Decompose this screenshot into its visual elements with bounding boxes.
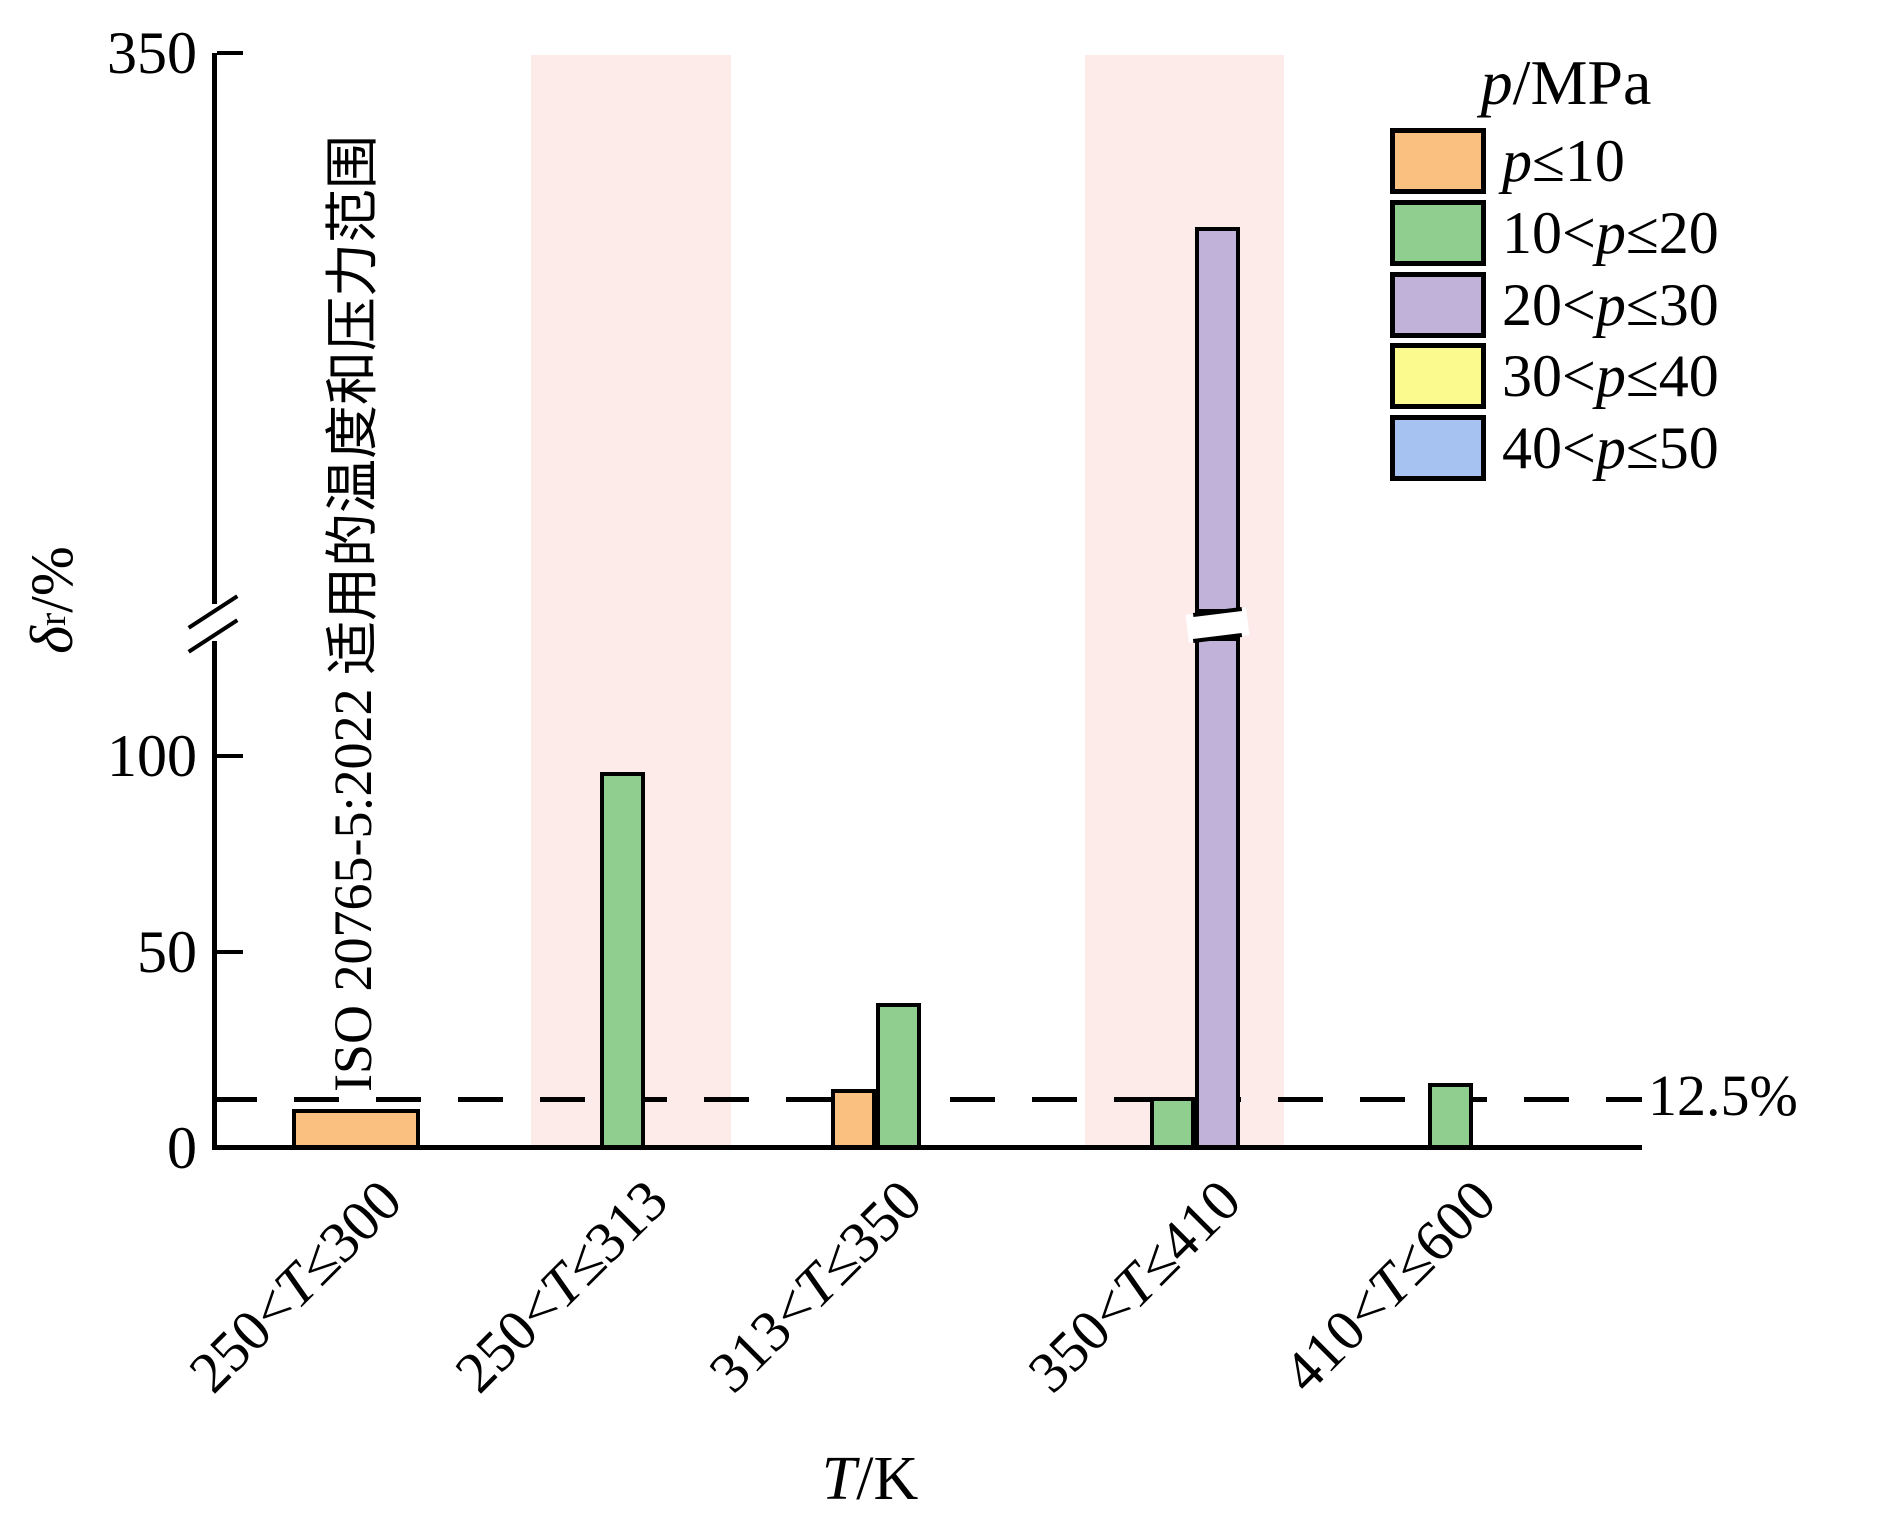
x-axis-title: T/K: [815, 1448, 925, 1510]
iso-range-annotation: ISO 20765-5:2022 适用的温度和压力范围: [323, 135, 383, 1092]
y-tick-label-350: 350: [107, 20, 197, 86]
bar-250<T≤313-10<p≤20: [600, 772, 645, 1149]
legend-label-p≤10: p≤10: [1502, 128, 1625, 194]
legend-title: p/MPa: [1416, 47, 1716, 119]
y-axis-spine-upper: [212, 53, 217, 604]
bar-313<T≤350-p≤10: [831, 1089, 876, 1149]
bar-350<T≤410-20<p≤30-lower-segment: [1195, 637, 1240, 1149]
x-tick-label-5: 410<T≤600: [1270, 1167, 1509, 1405]
y-tick-350: [217, 51, 243, 55]
highlight-band-category-4: [1085, 55, 1284, 1148]
y-axis-title-symbol: δ: [19, 625, 85, 654]
x-axis-spine: [212, 1145, 1642, 1150]
x-tick-label-3: 313<T≤350: [696, 1167, 935, 1405]
x-tick-label-1: 250<T≤300: [176, 1167, 415, 1405]
bar-250<T≤300-p≤10: [292, 1109, 420, 1149]
bar-410<T≤600-10<p≤20: [1428, 1083, 1473, 1149]
y-axis-spine-lower: [212, 641, 217, 1150]
y-tick-label-50: 50: [137, 919, 197, 985]
y-tick-100: [217, 754, 243, 758]
legend-swatch-10<p≤20: [1390, 200, 1486, 266]
legend-swatch-20<p≤30: [1390, 272, 1486, 338]
y-tick-50: [217, 950, 243, 954]
y-axis-title: δ r/%: [19, 490, 85, 710]
y-tick-label-100: 100: [107, 723, 197, 789]
legend-label-40<p≤50: 40<p≤50: [1502, 415, 1719, 481]
legend-swatch-40<p≤50: [1390, 415, 1486, 481]
legend-swatch-30<p≤40: [1390, 343, 1486, 409]
reference-line-label: 12.5%: [1648, 1063, 1798, 1128]
legend-label-20<p≤30: 20<p≤30: [1502, 272, 1719, 338]
x-axis-title-symbol: T: [821, 1445, 857, 1513]
x-tick-label-4: 350<T≤410: [1015, 1167, 1254, 1405]
legend-swatch-p≤10: [1390, 128, 1486, 194]
y-axis-title-rest: /%: [19, 546, 85, 613]
bar-350<T≤410-10<p≤20: [1150, 1097, 1195, 1149]
bar-313<T≤350-10<p≤20: [876, 1003, 921, 1149]
bar-350<T≤410-20<p≤30-upper-segment: [1195, 227, 1240, 613]
x-axis-title-rest: /K: [856, 1445, 919, 1513]
x-tick-label-2: 250<T≤313: [442, 1167, 681, 1405]
legend-title-rest: /MPa: [1512, 47, 1652, 118]
y-tick-label-0: 0: [167, 1115, 197, 1181]
legend-label-10<p≤20: 10<p≤20: [1502, 200, 1719, 266]
reference-dashed-line: [212, 1097, 1642, 1102]
legend-title-symbol: p: [1480, 47, 1513, 118]
legend-label-30<p≤40: 30<p≤40: [1502, 343, 1719, 409]
y-axis-title-subscript: r: [30, 612, 74, 626]
